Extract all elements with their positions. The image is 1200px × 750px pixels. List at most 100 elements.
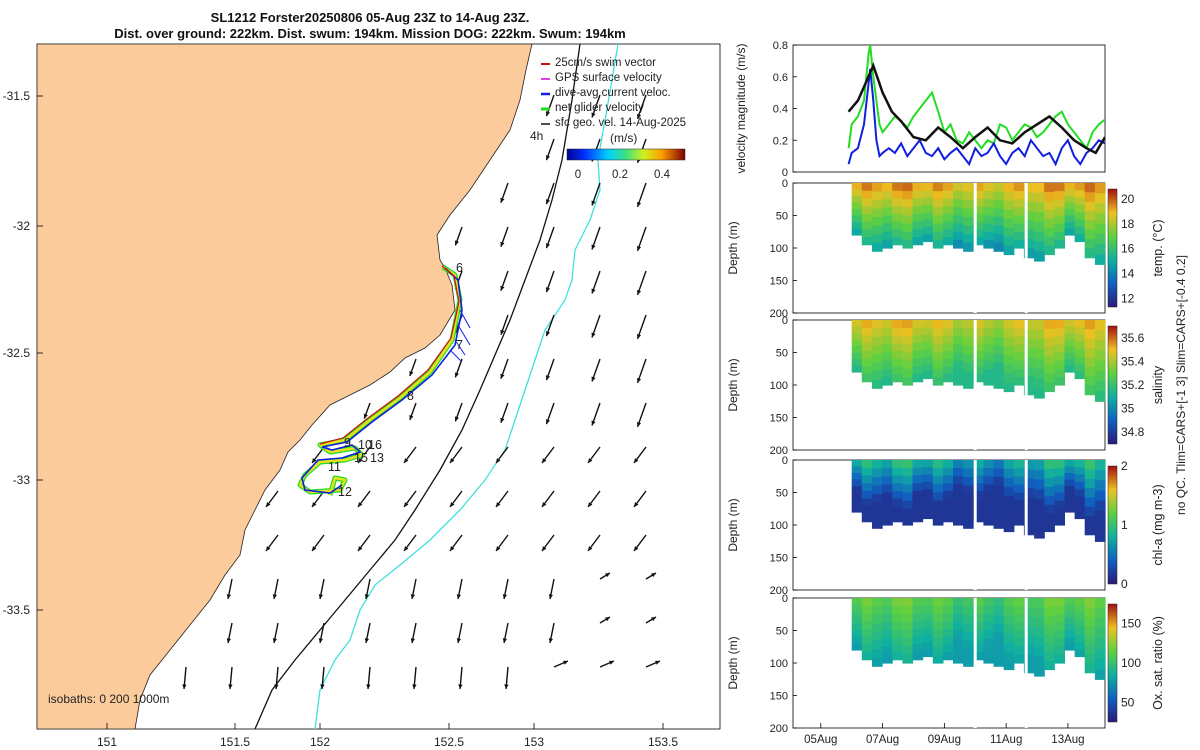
section-cell [922,649,934,658]
section-cell [1074,349,1086,358]
section-cell [953,484,964,494]
section-cell [973,190,984,199]
current-arrow [591,270,601,294]
section-cell [1084,201,1096,212]
section-cell [1003,382,1015,393]
section-cell [1094,460,1106,471]
section-cell [932,630,944,640]
section-cell [932,492,944,502]
section-cell [851,604,863,612]
current-arrow [541,446,555,464]
section-cell [1023,497,1035,508]
section-cell [1003,373,1015,384]
current-arrow [636,358,647,384]
section-cell [922,481,934,490]
section-cell [872,657,883,667]
colorbar-tick-label: 50 [1121,695,1135,709]
section-cell [973,467,984,476]
section-cell [912,644,924,653]
section-cell [963,468,974,478]
section-cell [1094,193,1106,204]
hour-label: 4h [530,129,543,143]
current-arrow [364,622,371,644]
section-cell [1013,630,1025,640]
section-cell [993,217,1005,227]
section-cell [1064,492,1076,500]
speed-colorbar-tick: 0.4 [654,169,671,181]
section-cell [872,460,883,470]
dive-avg-track [301,267,463,494]
section-cell [1013,328,1025,337]
section-cell [983,368,995,378]
section-cell [1054,614,1065,623]
section-y-tick-label: 200 [770,723,788,735]
section-cell [1094,531,1106,542]
section-cell [1074,212,1086,221]
section-cell [902,606,914,615]
legend-item-dive-avg: dive-avg current veloc. [541,87,671,99]
section-cell [882,368,893,378]
section-cell [973,652,984,661]
section-cell [902,460,914,469]
section-cell [1023,663,1035,674]
section-cell [1003,364,1015,375]
section-cell [963,649,974,659]
current-arrow [636,402,647,428]
section-cell [922,612,934,621]
section-cell [902,199,914,208]
section-cell [1084,663,1096,674]
section-cell [953,328,964,337]
section-cell [993,615,1005,625]
section-cell [882,328,893,337]
section-cell [1074,649,1086,658]
section-cell [1084,366,1096,377]
section-cell [902,231,914,241]
section-cell [1084,497,1096,508]
section-cell [922,641,934,650]
section-cell [872,623,883,633]
current-arrow [311,446,325,464]
section-cell [983,191,995,200]
section-cell [1003,218,1015,229]
section-cell [932,614,944,623]
section-cell [993,328,1005,338]
section-cell [922,197,934,206]
section-cell [912,350,924,360]
section-cell [973,366,984,375]
velocity-y-tick-label: 0 [782,167,788,179]
section-cell [942,229,954,238]
section-cell [882,215,893,225]
section-cell [872,208,883,218]
current-arrow [403,446,417,464]
current-arrow [636,182,647,208]
section-cell [1064,320,1076,328]
section-y-tick-label: 100 [770,658,788,670]
section-cell [882,484,893,494]
section-cell [1054,646,1065,656]
section-cell [953,239,964,249]
section-cell [922,634,934,643]
section-cell [942,467,954,476]
current-arrow [502,622,509,644]
section-cell [882,508,893,518]
date-tick-label: 05Aug [804,734,837,746]
section-cell [861,350,873,360]
section-cell [851,643,863,651]
section-cell [882,598,893,607]
section-cell [892,498,903,507]
section-cell [1023,626,1035,636]
section-cell [993,208,1005,218]
section-cell [882,191,893,200]
section-cell [1013,622,1025,632]
section-cell [983,215,995,225]
section-cell [892,598,903,607]
section-cell [1023,248,1035,259]
section-cell [851,346,863,354]
section-cell [1074,226,1086,235]
section-cell [993,379,1005,389]
section-cell [932,336,944,345]
section-cell [851,352,863,360]
section-cell [932,468,944,477]
section-cell [953,606,964,615]
section-cell [902,344,914,354]
